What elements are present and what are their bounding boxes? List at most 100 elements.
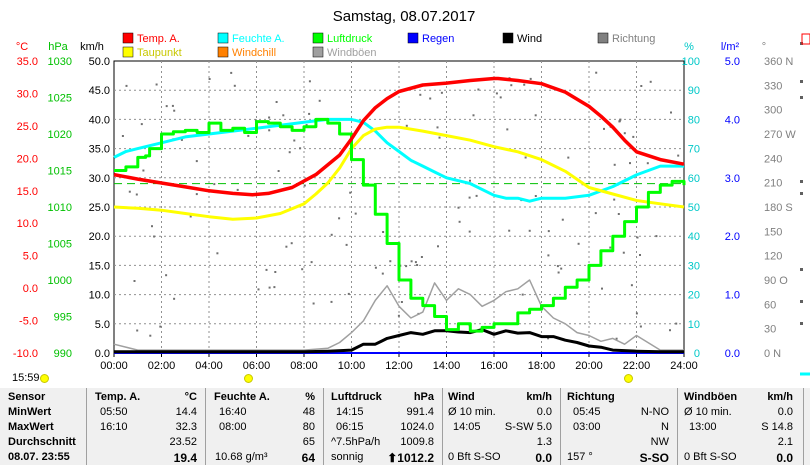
direction-dot [288,151,291,154]
direction-dot [330,233,333,236]
direction-dots [121,71,680,340]
col-pressure: Luftdruck hPa 14:15 991.4 06:15 1024.0 ^… [324,388,443,465]
wind-bft: 0 Bft S-SO [448,451,501,463]
series-line-luftdruck [114,117,686,333]
direction-dot [619,118,622,121]
hdr-gust-unit: km/h [767,391,793,403]
temp-tick-label: 15.0 [17,186,38,198]
gust-min-value: 0.0 [777,406,793,418]
hdr-press-unit: hPa [413,391,434,403]
direction-tick-label: 60 [764,299,776,311]
temp-tick-label: 5.0 [23,251,38,263]
hum-now-value: 64 [301,451,315,465]
rain-tick-label: 4.0 [725,114,740,126]
axis-ticks: 35.0 30.0 25.0 20.0 15.0 10.0 5.0 0.0 -5.0 -10.0 1… [13,56,796,372]
legend-swatch [502,32,514,44]
pressure-tick-label: 1015 [48,166,72,178]
direction-dot [508,229,511,232]
grid [114,61,684,353]
dir-avg-value: NW [650,436,669,448]
x-tick-label: 00:00 [100,360,128,372]
direction-dot [669,329,671,332]
direction-dot [301,268,304,271]
direction-dot [636,236,639,239]
direction-dot [233,84,236,87]
humidity-tick-label: 10 [688,319,700,331]
direction-dot [547,254,550,257]
direction-dot [208,78,211,80]
rain-unit: l/m² [721,41,740,53]
wind-tick-label: 50.0 [89,56,110,68]
press-trend: ^7.5hPa/h [331,436,381,448]
legend-swatch [217,32,229,44]
direction-dot [354,212,357,215]
direction-dot [419,93,422,96]
row-label-avg: Durchschnitt [8,436,76,448]
sunset-marker-icon [624,374,633,383]
direction-dot [547,337,550,340]
direction-dot [472,114,475,117]
direction-dot [655,235,658,238]
direction-dot [136,329,139,332]
x-tick-label: 10:00 [338,360,366,372]
direction-dot [195,193,198,196]
direction-dot [400,301,403,303]
temp-tick-label: -10.0 [13,348,38,360]
wind-tick-label: 15.0 [89,260,110,272]
chart-title: Samstag, 08.07.2017 [333,8,476,25]
direction-dot [140,123,143,126]
direction-tick-label: 330 [764,80,782,92]
direction-dot [622,251,625,254]
col-wind: Wind km/h Ø 10 min. 0.0 14:05 S-SW 5.0 1… [443,388,561,465]
wind-tick-label: 40.0 [89,114,110,126]
humidity-tick-label: 50 [688,202,700,214]
direction-dot [338,217,341,220]
direction-unit: ° [762,41,766,53]
col-humidity: Feuchte A. % 16:40 48 08:00 80 65 10.68 … [206,388,324,465]
stats-table: Sensor MinWert MaxWert Durchschnitt 08.0… [0,388,810,465]
hum-avg-value: 65 [302,436,315,448]
direction-dot [410,260,413,263]
humidity-tick-label: 80 [688,114,700,126]
direction-dot [617,213,620,215]
direction-dot [397,314,400,317]
col-temp: Temp. A. °C 05:50 14.4 16:10 32.3 23.52 … [87,388,206,465]
temp-tick-label: 35.0 [17,56,38,68]
direction-dot [603,127,605,130]
row-label-min: MinWert [8,406,52,418]
rain-tick-label: 2.0 [725,231,740,243]
direction-dot [635,312,638,315]
legend-swatch [407,32,419,44]
direction-dot [630,284,633,287]
series-line-windb-en [113,279,684,351]
humidity-tick-label: 90 [688,85,700,97]
direction-dot [670,111,672,114]
direction-dot [510,84,513,87]
edge-dot [800,80,803,83]
humidity-tick-label: 0 [694,348,700,360]
temp-min-value: 14.4 [175,406,197,418]
hdr-hum: Feuchte A. [214,391,270,403]
rain-tick-label: 1.0 [725,290,740,302]
wind-tick-label: 25.0 [89,202,110,214]
press-min-time: 14:15 [336,406,364,418]
x-tick-label: 08:00 [290,360,318,372]
direction-dot [567,156,570,159]
gust-max-value: S 14.8 [761,421,793,433]
direction-dot [389,260,392,263]
direction-dot [149,334,152,337]
direction-dot [414,261,417,264]
pressure-tick-label: 1000 [48,275,72,287]
humidity-tick-label: 70 [688,144,700,156]
direction-dot [159,325,162,328]
legend-label: Regen [422,33,454,45]
direction-dot [173,109,176,112]
legend-label: Luftdruck [327,33,373,45]
hdr-temp: Temp. A. [95,391,141,403]
direction-dot [273,286,276,289]
direction-dot [277,170,280,172]
direction-dot [155,83,158,86]
direction-dot [121,135,124,137]
legend-label: Feuchte A. [232,33,285,45]
direction-dot [142,169,145,172]
